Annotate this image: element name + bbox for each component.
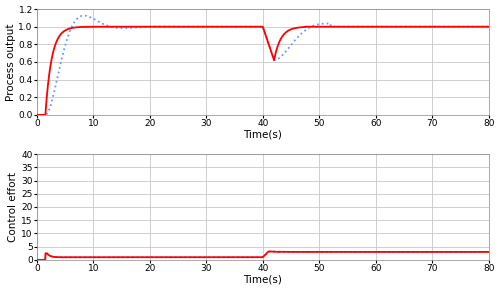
X-axis label: Time(s): Time(s) [244, 274, 282, 284]
Y-axis label: Process output: Process output [6, 23, 16, 101]
X-axis label: Time(s): Time(s) [244, 129, 282, 139]
Y-axis label: Control effort: Control effort [8, 172, 18, 242]
